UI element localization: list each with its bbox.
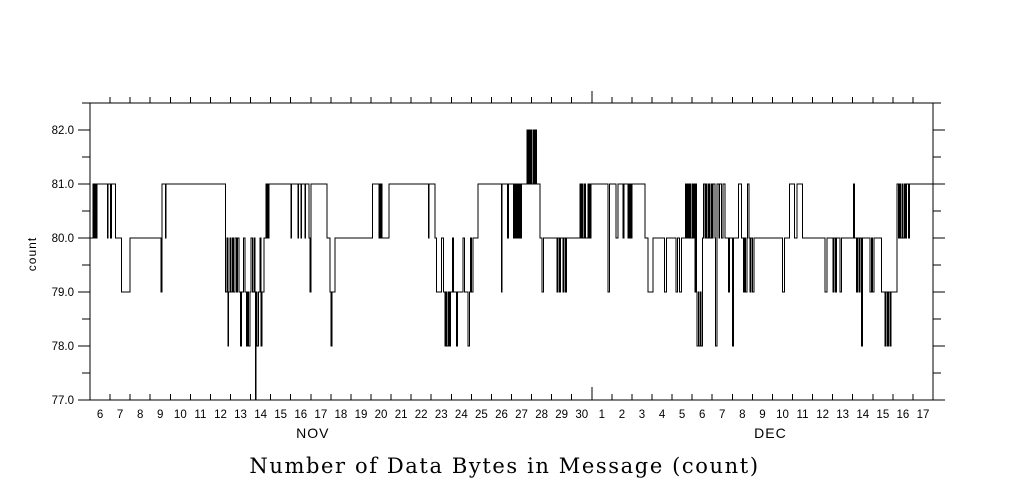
data-line (90, 129, 933, 401)
x-tick-label: 17 (917, 409, 930, 421)
x-tick-label: 25 (475, 409, 488, 421)
x-tick-label: 23 (435, 409, 448, 421)
x-tick-label: 3 (639, 409, 645, 421)
x-tick-label: 15 (274, 409, 287, 421)
x-tick-label: 6 (97, 409, 103, 421)
x-tick-label: 29 (555, 409, 568, 421)
y-tick-label: 80.0 (52, 233, 74, 245)
x-tick-label: 6 (699, 409, 705, 421)
x-tick-label: 28 (535, 409, 548, 421)
month-label: NOV (296, 425, 329, 441)
x-tick-label: 11 (194, 409, 206, 421)
x-tick-label: 4 (659, 409, 666, 421)
x-tick-label: 1 (599, 409, 605, 421)
x-tick-label: 17 (314, 409, 327, 421)
x-tick-label: 13 (836, 409, 849, 421)
x-tick-label: 10 (174, 409, 187, 421)
plot-frame (89, 102, 934, 401)
x-tick-label: 13 (234, 409, 247, 421)
x-tick-label: 16 (896, 409, 909, 421)
x-tick-label: 26 (495, 409, 508, 421)
x-tick-label: 7 (719, 409, 725, 421)
y-tick-label: 78.0 (52, 341, 74, 353)
x-tick-label: 21 (395, 409, 408, 421)
x-tick-label: 14 (254, 409, 267, 421)
x-tick-label: 14 (856, 409, 869, 421)
x-tick-label: 9 (157, 409, 163, 421)
x-tick-label: 12 (214, 409, 227, 421)
x-tick-label: 8 (739, 409, 745, 421)
y-tick-label: 79.0 (52, 287, 74, 299)
x-tick-label: 19 (355, 409, 368, 421)
x-tick-label: 12 (816, 409, 829, 421)
x-tick-label: 5 (679, 409, 685, 421)
x-tick-label: 7 (117, 409, 123, 421)
x-tick-label: 27 (515, 409, 528, 421)
x-tick-label: 20 (375, 409, 388, 421)
month-label: DEC (754, 425, 787, 441)
y-axis-label: count (25, 237, 39, 271)
x-axis-title: Number of Data Bytes in Message (count) (249, 454, 760, 478)
y-tick-label: 77.0 (52, 395, 74, 407)
x-tick-label: 30 (575, 409, 588, 421)
x-tick-label: 24 (455, 409, 468, 421)
x-tick-label: 16 (294, 409, 307, 421)
x-tick-label: 18 (334, 409, 347, 421)
y-tick-label: 81.0 (52, 179, 74, 191)
x-tick-label: 2 (619, 409, 625, 421)
x-tick-label: 10 (776, 409, 789, 421)
x-tick-label: 15 (876, 409, 889, 421)
y-tick-label: 82.0 (52, 125, 74, 137)
x-tick-label: 11 (797, 409, 809, 421)
x-tick-label: 22 (415, 409, 428, 421)
x-tick-label: 8 (137, 409, 143, 421)
x-tick-label: 9 (759, 409, 765, 421)
